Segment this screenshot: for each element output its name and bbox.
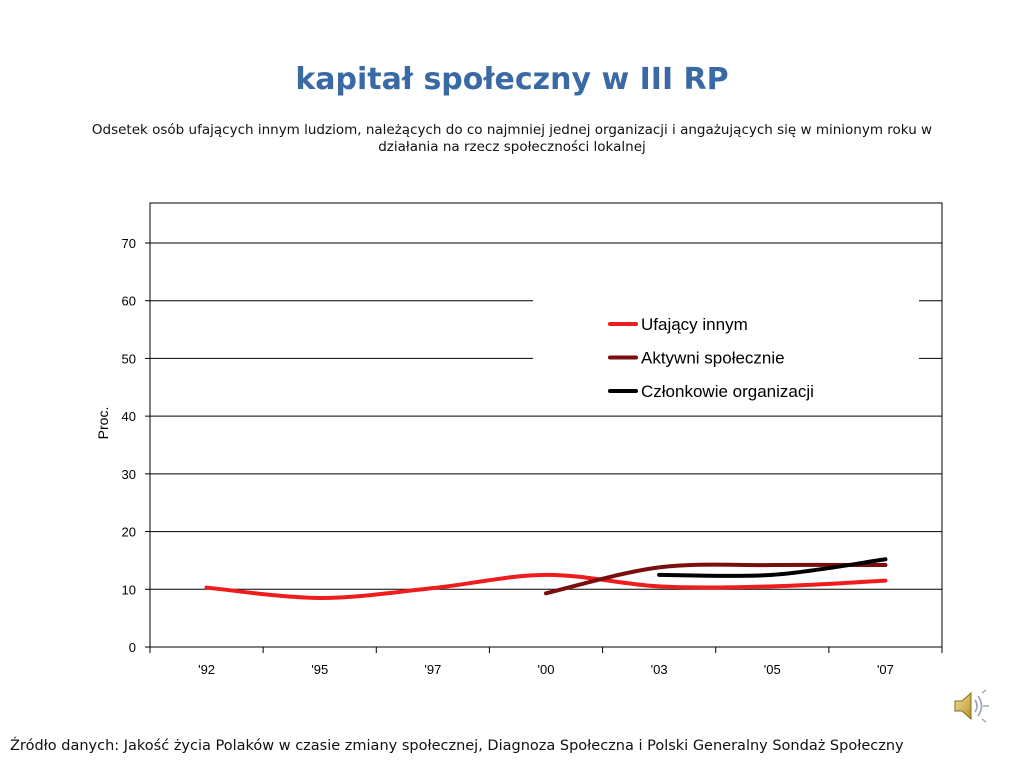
x-tick-label: '05	[764, 662, 781, 677]
y-tick-label: 70	[122, 236, 136, 251]
x-tick-label: '95	[311, 662, 328, 677]
slide-title: kapitał społeczny w III RP	[295, 62, 729, 97]
legend-box	[533, 296, 919, 414]
y-tick-label: 0	[129, 640, 136, 655]
x-tick-label: '97	[424, 662, 441, 677]
series-line-1	[204, 572, 888, 600]
speaker-icon-graphic	[954, 689, 989, 723]
y-axis-label: Proc.	[95, 407, 111, 440]
x-tick-label: '07	[877, 662, 894, 677]
legend-label-3: Członkowie organizacji	[641, 382, 814, 401]
y-tick-label: 30	[122, 467, 136, 482]
x-tick-label: '92	[198, 662, 215, 677]
x-tick-label: '03	[651, 662, 668, 677]
x-tick-label: '00	[538, 662, 555, 677]
legend-label-2: Aktywni społecznie	[641, 349, 785, 368]
series-line-2	[544, 562, 888, 596]
legend-label-1: Ufający innym	[641, 315, 748, 334]
data-source-note: Źródło danych: Jakość życia Polaków w cz…	[10, 738, 904, 754]
plot-area	[149, 202, 943, 648]
y-tick-label: 10	[122, 582, 136, 597]
y-tick-label: 50	[122, 351, 136, 366]
y-tick-label: 20	[122, 525, 136, 540]
slide-subtitle: Odsetek osób ufających innym ludziom, na…	[91, 122, 933, 155]
series-line-3	[657, 557, 888, 579]
y-tick-label: 40	[122, 409, 136, 424]
y-tick-label: 60	[122, 294, 136, 309]
speaker-icon[interactable]	[952, 688, 992, 724]
